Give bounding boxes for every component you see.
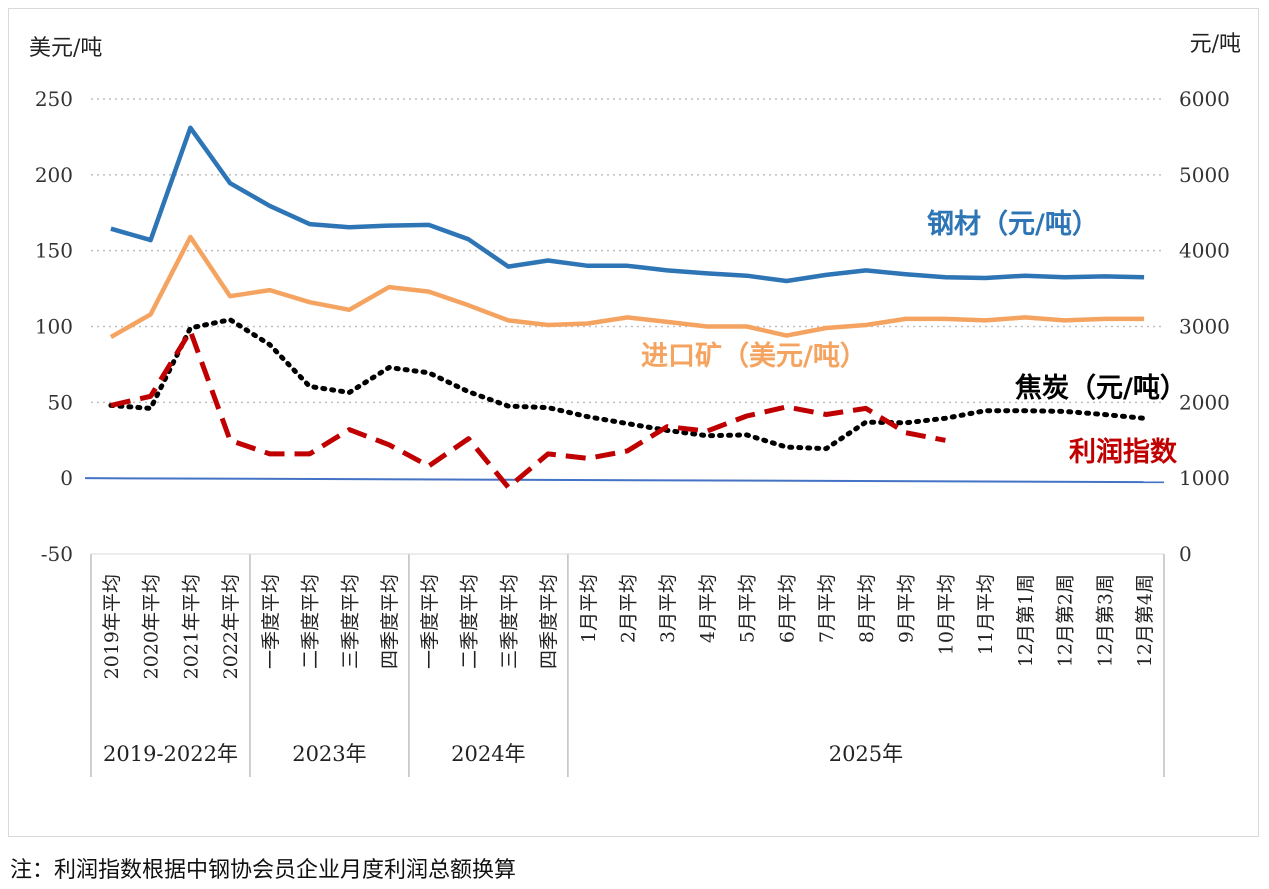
category-tick-label: 4月平均 <box>697 574 719 643</box>
series-line <box>110 125 1145 284</box>
series-line <box>110 328 946 490</box>
right-tick-label: 1000 <box>1179 466 1230 490</box>
category-tick-label: 2月平均 <box>618 574 640 643</box>
right-tick-label: 3000 <box>1179 315 1230 339</box>
series-line <box>109 234 1145 340</box>
category-tick-label: 7月平均 <box>816 574 838 643</box>
series-label: 焦炭（元/吨） <box>1015 372 1187 404</box>
category-tick-label: 2019年平均 <box>101 574 123 679</box>
right-tick-label: 2000 <box>1179 390 1230 414</box>
category-tick-label: 12月第4周 <box>1134 574 1156 667</box>
category-tick-label: 四季度平均 <box>538 574 560 669</box>
category-tick-label: 1月平均 <box>578 574 600 643</box>
series-label: 进口矿（美元/吨） <box>641 340 867 372</box>
category-tick-label: 11月平均 <box>975 574 997 655</box>
category-tick-label: 6月平均 <box>776 574 798 643</box>
right-tick-label: 6000 <box>1179 87 1230 111</box>
category-group-label: 2024年 <box>451 742 525 766</box>
category-tick-label: 2020年平均 <box>141 574 163 679</box>
category-tick-label: 10月平均 <box>935 574 957 655</box>
category-tick-label: 三季度平均 <box>339 574 361 669</box>
left-tick-label: 200 <box>35 163 73 187</box>
series-label: 利润指数 <box>1069 436 1178 468</box>
category-tick-label: 2022年平均 <box>220 574 242 679</box>
category-tick-label: 一季度平均 <box>419 574 441 669</box>
left-tick-label: 100 <box>35 315 73 339</box>
right-tick-label: 0 <box>1179 542 1192 566</box>
right-axis-unit: 元/吨 <box>1190 32 1241 57</box>
category-tick-label: 12月第3周 <box>1094 574 1116 667</box>
category-group-label: 2025年 <box>829 742 903 766</box>
left-tick-label: -50 <box>41 542 73 566</box>
category-tick-label: 三季度平均 <box>498 574 520 669</box>
category-group-label: 2023年 <box>292 742 366 766</box>
left-tick-label: 250 <box>35 87 73 111</box>
category-tick-label: 12月第1周 <box>1015 574 1037 667</box>
category-tick-label: 8月平均 <box>856 574 878 643</box>
line-chart: 美元/吨 元/吨 -50 0 50 100 150 200 250 0 1000 2000 3000 40… <box>29 32 1241 777</box>
category-tick-label: 3月平均 <box>657 574 679 643</box>
category-tick-label: 二季度平均 <box>300 574 322 669</box>
category-tick-label: 二季度平均 <box>459 574 481 669</box>
chart-footnote: 注：利润指数根据中钢协会员企业月度利润总额换算 <box>10 858 517 883</box>
category-tick-label: 四季度平均 <box>379 574 401 669</box>
right-tick-label: 4000 <box>1179 239 1230 263</box>
zero-line <box>84 477 1165 484</box>
chart-frame: 美元/吨 元/吨 -50 0 50 100 150 200 250 0 1000 2000 3000 40… <box>8 8 1259 837</box>
category-tick-label: 一季度平均 <box>260 574 282 669</box>
right-tick-label: 5000 <box>1179 163 1230 187</box>
category-tick-label: 5月平均 <box>737 574 759 643</box>
left-tick-label: 50 <box>48 390 73 414</box>
series-label: 钢材（元/吨） <box>927 209 1099 240</box>
series-line <box>108 317 1147 452</box>
left-axis-unit: 美元/吨 <box>29 36 102 61</box>
category-tick-label: 2021年平均 <box>180 574 202 679</box>
left-tick-label: 150 <box>35 239 73 263</box>
category-group-label: 2019-2022年 <box>103 742 238 766</box>
left-tick-label: 0 <box>60 466 73 490</box>
category-tick-label: 12月第2周 <box>1055 574 1077 667</box>
category-tick-label: 9月平均 <box>896 574 918 643</box>
